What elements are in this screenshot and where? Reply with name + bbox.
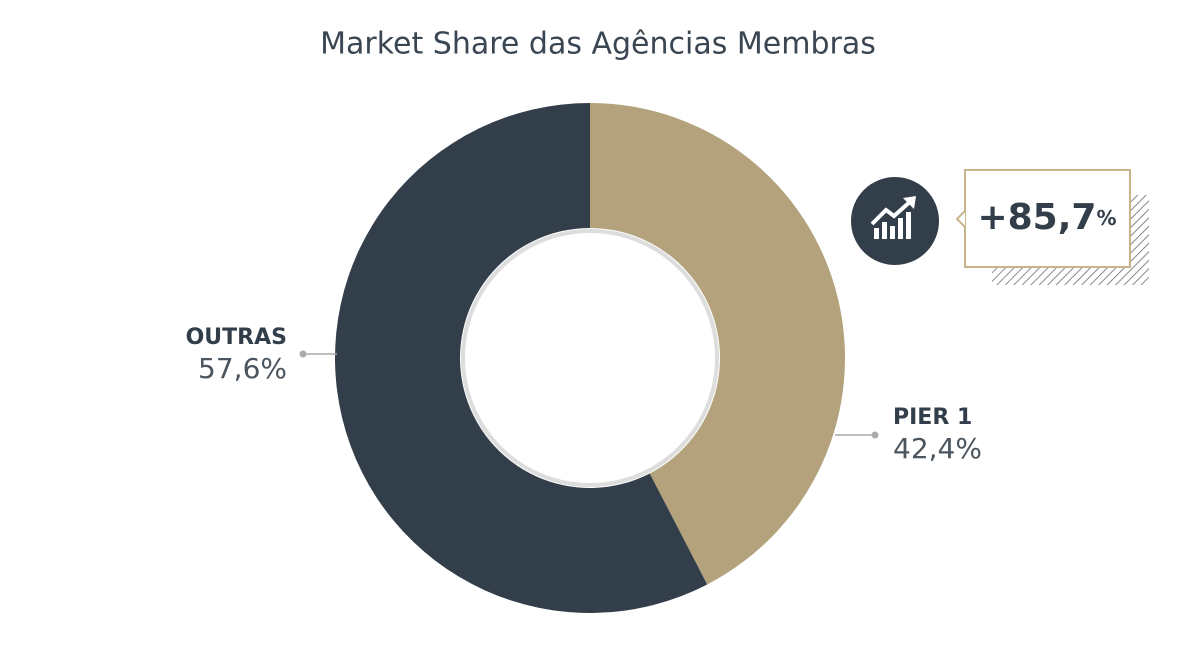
leader-dot [299,350,307,358]
value-label: 57,6% [198,352,287,385]
donut-hole [461,229,719,487]
annotation-badge [851,169,1149,285]
category-label: PIER 1 [893,405,972,430]
chart-title: Market Share das Agências Membras [320,27,876,62]
donut [335,103,846,613]
leader-dot [871,431,879,439]
donut-slice [335,103,708,613]
annotation: +85,7% [977,197,1116,238]
value-label: 42,4% [893,432,982,465]
donut-slice [590,103,846,585]
category-label: OUTRAS [186,325,287,350]
